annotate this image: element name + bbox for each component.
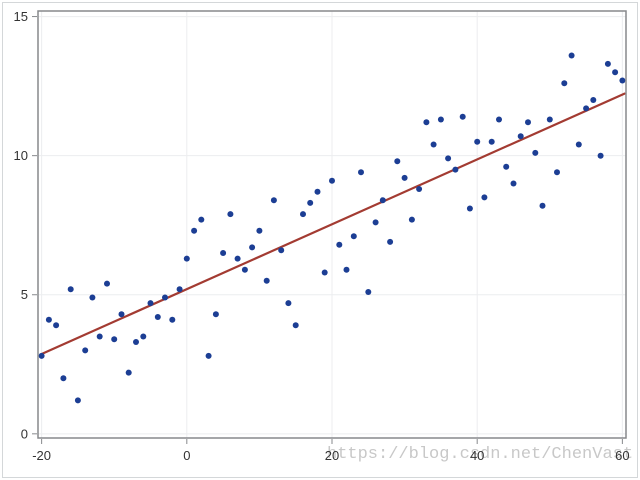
y-tick-label: 5	[21, 287, 28, 302]
x-tick-label: 40	[470, 448, 484, 463]
gridlines	[38, 11, 626, 438]
data-point	[481, 194, 488, 201]
data-point	[575, 141, 582, 148]
x-tick-label: -20	[32, 448, 51, 463]
x-tick-label: 60	[615, 448, 629, 463]
data-point	[554, 169, 560, 176]
data-point	[53, 322, 60, 329]
data-point	[452, 166, 459, 173]
data-point	[125, 369, 132, 376]
data-point	[133, 339, 139, 345]
data-point	[307, 199, 314, 206]
data-point	[263, 277, 270, 284]
data-point	[466, 205, 473, 212]
data-point	[89, 294, 96, 301]
data-point	[38, 352, 45, 359]
data-point	[154, 314, 161, 320]
data-point	[510, 180, 517, 187]
data-point	[387, 238, 394, 245]
data-point	[45, 316, 52, 323]
data-point	[300, 211, 306, 218]
data-point	[423, 119, 430, 126]
data-point	[234, 255, 241, 262]
data-point	[169, 316, 176, 323]
x-tick-label: 0	[183, 448, 190, 463]
data-point	[539, 202, 546, 209]
data-point	[350, 233, 357, 240]
y-tick-label: 10	[14, 148, 28, 163]
data-point	[183, 255, 190, 262]
data-point	[430, 141, 437, 148]
data-point	[597, 152, 604, 159]
plot-border	[37, 10, 627, 439]
data-point	[459, 113, 466, 120]
data-point	[140, 333, 147, 340]
data-point	[546, 116, 553, 123]
y-tick-label: 0	[21, 426, 28, 441]
data-point	[619, 77, 626, 84]
data-point	[604, 60, 611, 67]
data-point	[408, 216, 415, 223]
data-point	[503, 163, 510, 170]
y-tick-label: 15	[14, 9, 28, 24]
data-point	[220, 250, 227, 256]
data-point	[198, 216, 205, 223]
data-point	[82, 347, 89, 354]
data-point	[437, 116, 444, 123]
data-points	[38, 52, 626, 404]
data-point	[365, 289, 372, 295]
data-point	[612, 69, 619, 76]
data-point	[285, 300, 292, 307]
data-point	[162, 294, 168, 301]
data-point	[445, 155, 452, 162]
data-point	[496, 116, 502, 123]
data-point	[278, 247, 285, 254]
data-point	[249, 244, 256, 251]
data-point	[74, 397, 81, 404]
data-point	[525, 119, 531, 126]
data-point	[270, 197, 277, 204]
data-point	[227, 211, 234, 218]
data-point	[67, 286, 74, 293]
data-point	[212, 311, 219, 318]
data-point	[256, 227, 263, 234]
data-point	[517, 133, 524, 140]
watermark: https://blog.csdn.net/ChenVast	[327, 445, 634, 464]
data-point	[191, 227, 198, 234]
data-point	[336, 241, 343, 248]
data-point	[590, 97, 597, 103]
axis-ticks	[32, 16, 623, 444]
data-point	[372, 219, 379, 226]
data-point	[583, 105, 590, 112]
data-point	[60, 375, 67, 382]
data-point	[394, 158, 401, 165]
data-point	[561, 80, 568, 87]
data-point	[314, 188, 321, 195]
data-point	[568, 52, 575, 59]
data-point	[474, 138, 481, 145]
data-point	[358, 169, 364, 176]
data-point	[488, 138, 495, 145]
data-point	[401, 174, 408, 181]
data-point	[343, 266, 350, 273]
data-point	[241, 266, 248, 273]
regression-line	[40, 92, 626, 356]
x-tick-label: 20	[325, 448, 339, 463]
data-point	[104, 280, 110, 287]
data-point	[111, 336, 118, 343]
data-point	[379, 197, 386, 204]
data-point	[416, 186, 423, 192]
data-point	[292, 322, 299, 329]
data-point	[532, 149, 539, 156]
axis-labels: -20 0 20 40 60 0 5 10 15	[14, 9, 630, 463]
data-point	[147, 300, 154, 307]
data-point	[176, 286, 183, 293]
data-point	[118, 311, 125, 318]
data-point	[321, 269, 328, 276]
data-point	[96, 333, 103, 340]
data-point	[329, 177, 335, 184]
data-point	[205, 352, 212, 359]
